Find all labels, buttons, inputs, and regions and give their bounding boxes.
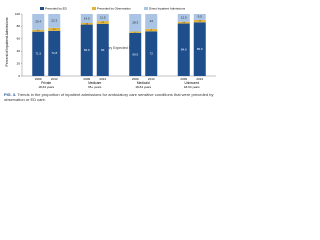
y-tick-label: 20 xyxy=(17,61,21,65)
bar-segment xyxy=(145,28,158,32)
caption: FIG. 3. Trends in the proportion of inpa… xyxy=(4,92,216,102)
value-label: 72.8 xyxy=(51,51,57,55)
legend-swatch xyxy=(40,7,44,10)
bar-segment xyxy=(193,14,206,20)
group-sublabel: 18-64 years xyxy=(135,85,151,89)
value-label: 71.5 xyxy=(35,52,41,56)
y-tick-label: 100 xyxy=(15,12,20,16)
group-label: Uninsured xyxy=(184,81,199,85)
group-label: Private xyxy=(41,81,51,85)
bar-segment xyxy=(145,31,158,76)
caption-label: FIG. 3. xyxy=(4,92,17,97)
value-label: 11.5 xyxy=(100,15,106,19)
bar-segment xyxy=(80,14,93,23)
value-label: 2.2 xyxy=(134,32,137,34)
bar-segment xyxy=(32,14,45,30)
caption-text: Trends in the proportion of inpatient ad… xyxy=(4,92,214,102)
x-tick-label: 2013 xyxy=(51,77,58,81)
bar-segment xyxy=(177,21,190,24)
page: Percent of Inpatient Admissions Primary … xyxy=(0,0,220,116)
value-label: 86.6 xyxy=(197,47,203,51)
x-tick-label: 2009 xyxy=(132,77,139,81)
bar-segment xyxy=(80,24,93,77)
bar-segment xyxy=(96,23,109,77)
x-tick-label: 2013 xyxy=(148,77,155,81)
y-tick-label: 60 xyxy=(17,37,21,41)
value-label: 82.9 xyxy=(84,48,90,52)
group-sublabel: 65+ years xyxy=(88,85,102,89)
value-label: 9.5 xyxy=(198,15,203,19)
legend-swatch xyxy=(144,7,148,10)
value-label: 3.1 xyxy=(37,30,40,32)
chart: Percent of Inpatient Admissions Primary … xyxy=(5,6,216,89)
group-label: Medicaid xyxy=(137,81,150,85)
bar-segment xyxy=(193,19,206,23)
group-sublabel: 18-64 years xyxy=(184,85,200,89)
value-label: 24 xyxy=(150,19,154,23)
value-label: 12.5 xyxy=(181,16,187,20)
group-label: Medicare xyxy=(88,81,101,85)
x-tick-label: 2009 xyxy=(83,77,90,81)
x-tick-label: 2013 xyxy=(196,77,203,81)
value-label: 2.9 xyxy=(183,22,186,24)
value-label: 4.5 xyxy=(102,22,105,24)
bar-segment xyxy=(48,27,61,31)
value-label: 72 xyxy=(150,51,154,55)
value-label: 69.5 xyxy=(132,52,138,56)
y-axis-title: Percent of Inpatient Admissions xyxy=(5,17,9,66)
bar-segment xyxy=(193,22,206,77)
bar-segment xyxy=(96,14,109,22)
bar-segment xyxy=(48,30,61,77)
bar-segment xyxy=(177,14,190,22)
x-tick-label: 2013 xyxy=(99,77,106,81)
value-label: 4.9 xyxy=(53,29,56,31)
bar-segment xyxy=(32,31,45,77)
bar-segment xyxy=(80,22,93,25)
value-label: 22.3 xyxy=(51,19,57,23)
value-label: 4 xyxy=(151,30,152,32)
legend-title: Primary Expected Payer xyxy=(100,46,139,50)
bar-segment xyxy=(96,21,109,24)
bar-segment xyxy=(129,32,142,76)
value-label: 2.6 xyxy=(86,23,89,25)
legend-label: Preceded by Observation xyxy=(97,6,131,10)
value-label: 84 xyxy=(101,48,105,52)
value-label: 84.6 xyxy=(181,48,187,52)
y-tick-label: 80 xyxy=(17,24,21,28)
bar-segment xyxy=(32,29,45,32)
value-label: 3.9 xyxy=(199,21,202,23)
x-tick-label: 2009 xyxy=(35,77,42,81)
x-tick-label: 2009 xyxy=(180,77,187,81)
bar-segment xyxy=(129,14,142,32)
legend-swatch xyxy=(92,7,96,10)
value-label: 14.5 xyxy=(84,16,90,20)
y-tick-label: 40 xyxy=(17,49,21,53)
group-sublabel: 18-64 years xyxy=(38,85,54,89)
bar-segment xyxy=(177,23,190,76)
bar-segment xyxy=(145,14,158,29)
bar-segment xyxy=(129,31,142,33)
legend-label: Preceded by ED xyxy=(45,6,68,10)
value-label: 25.4 xyxy=(35,20,41,24)
legend-label: Direct Inpatient Admissions xyxy=(149,6,186,10)
y-tick-label: 0 xyxy=(18,74,20,78)
bar-segment xyxy=(48,14,61,28)
value-label: 28.3 xyxy=(132,21,138,25)
